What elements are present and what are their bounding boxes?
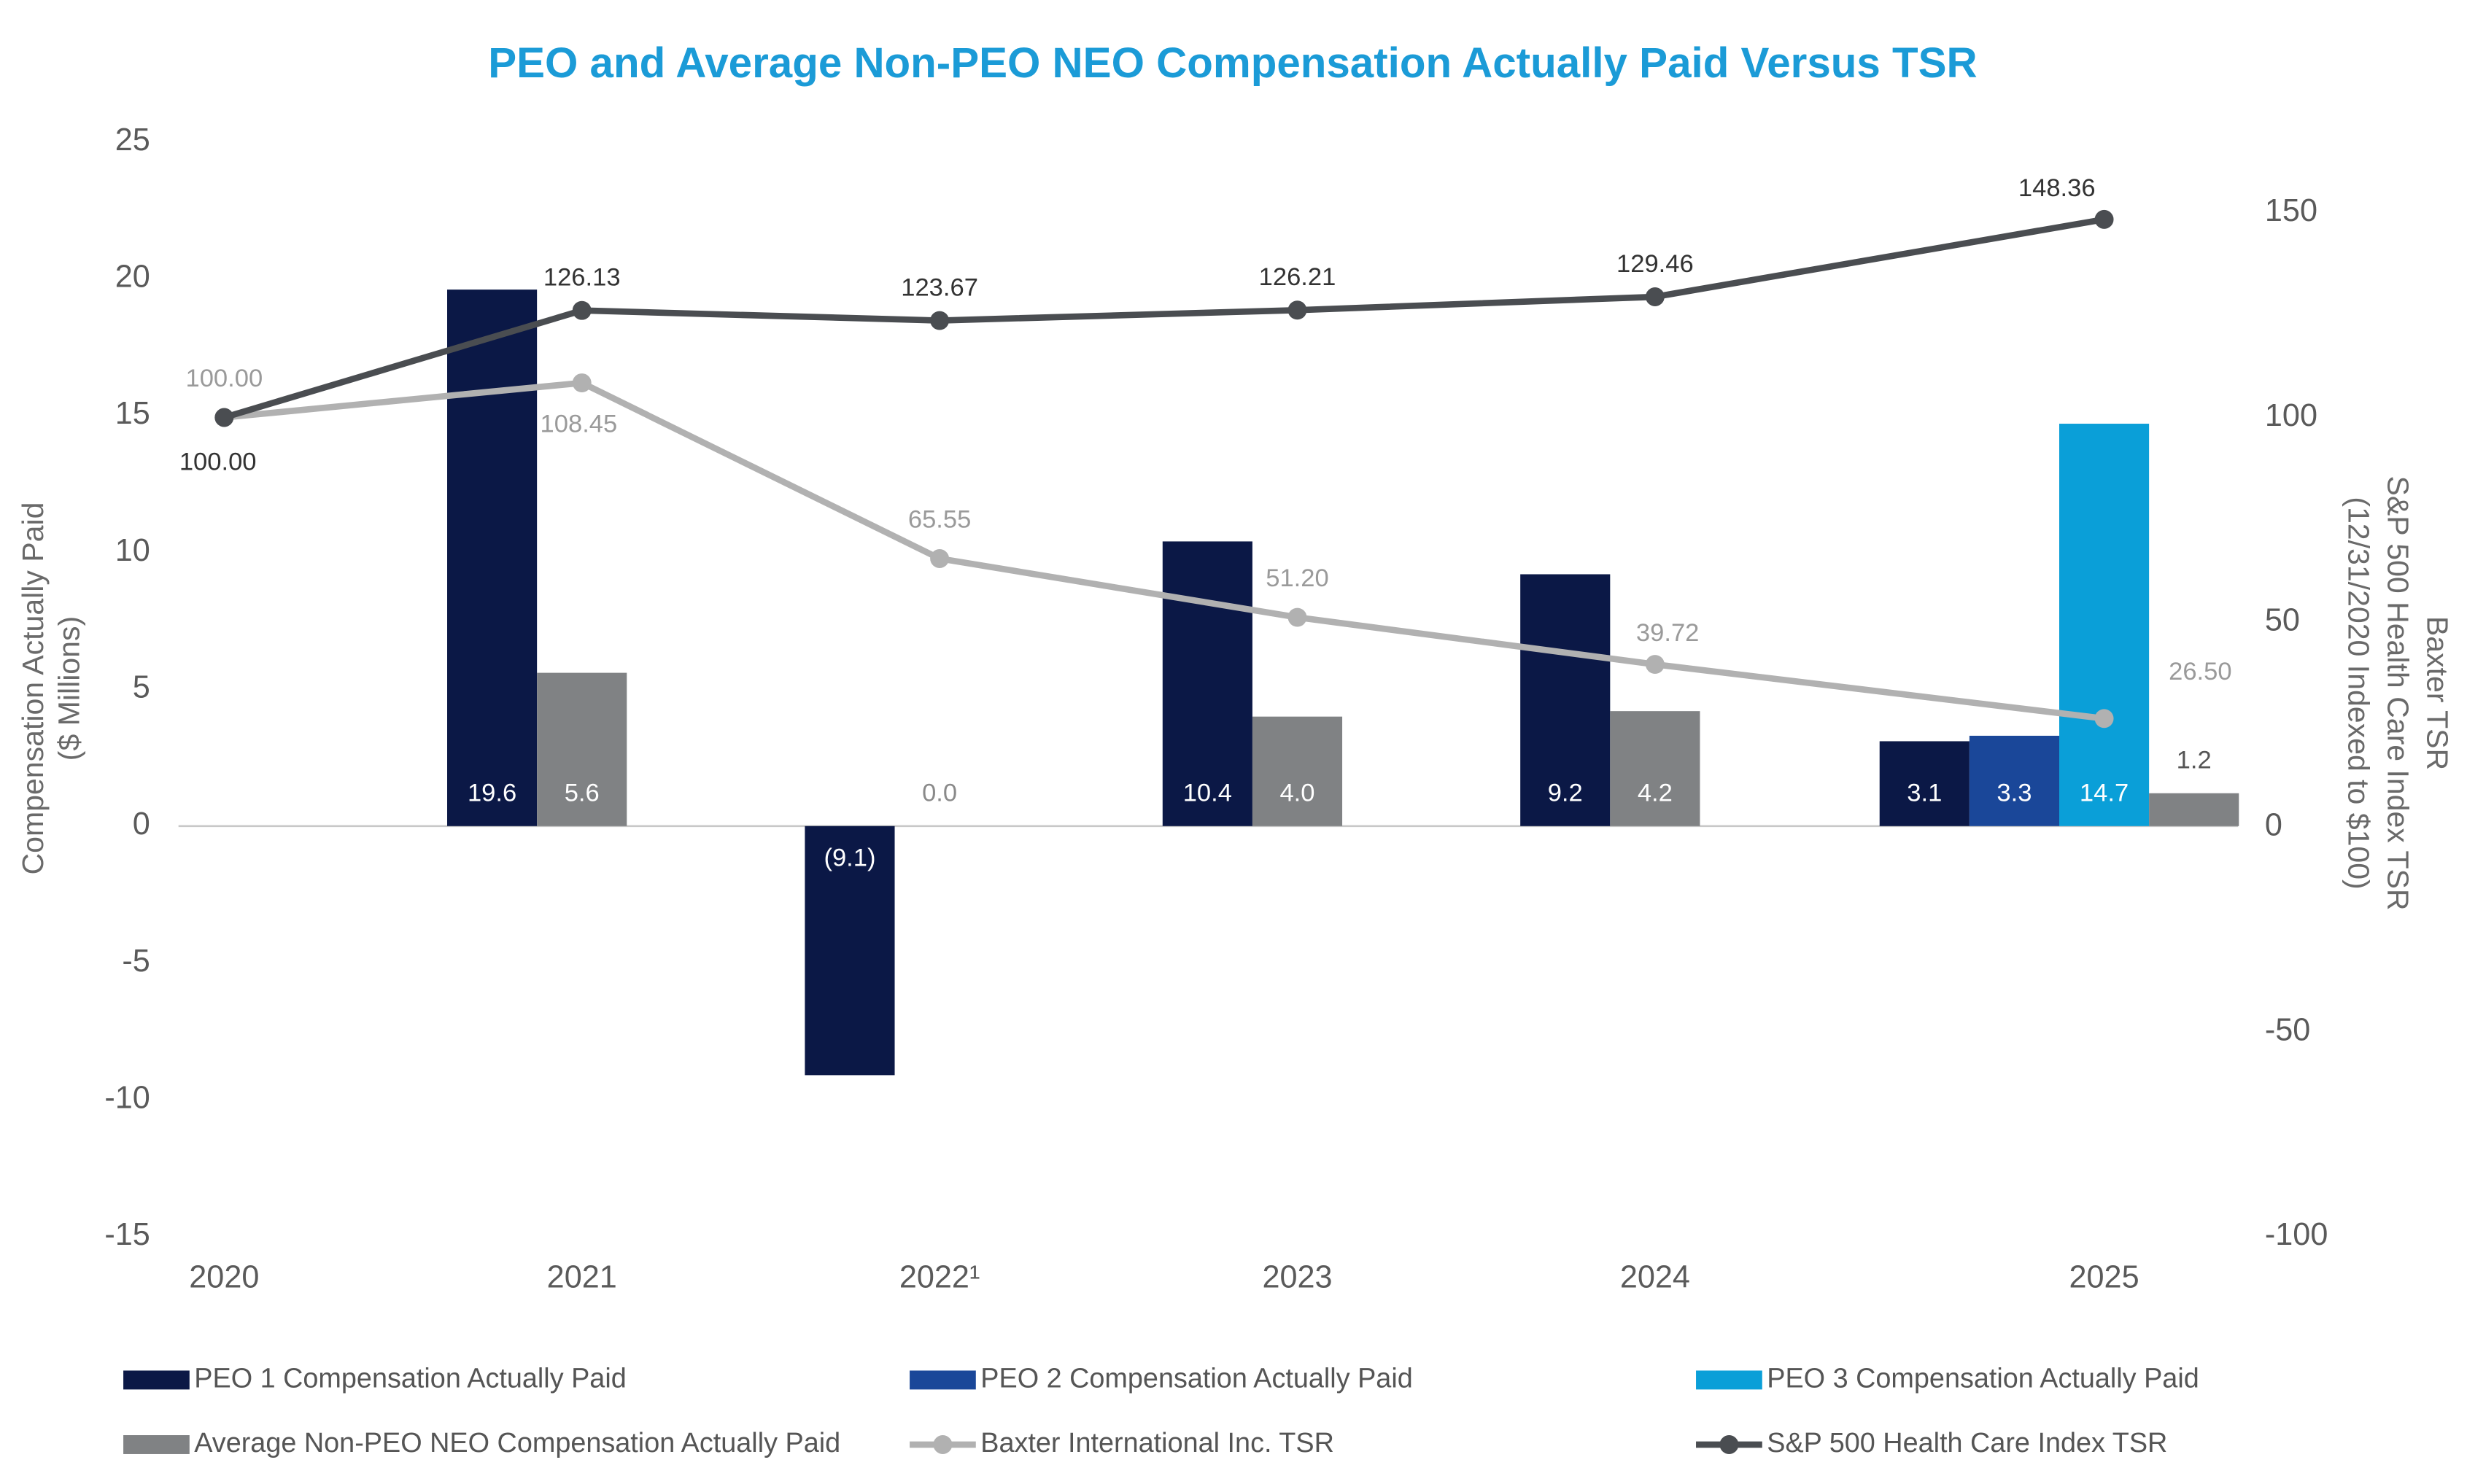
data-label: 5.6 <box>565 780 600 807</box>
line-marker <box>2094 209 2114 229</box>
data-label: 0.0 <box>922 780 957 807</box>
legend-swatch <box>123 1370 190 1390</box>
data-label: 126.13 <box>543 264 621 292</box>
y2-axis-title: Baxter TSR <box>2420 616 2454 770</box>
data-label: 19.6 <box>468 780 516 807</box>
data-label: 39.72 <box>1636 619 1699 647</box>
data-label: 4.2 <box>1638 780 1673 807</box>
data-label: 9.2 <box>1548 780 1583 807</box>
y2-tick-label: -100 <box>2265 1217 2328 1252</box>
bar <box>805 825 895 1076</box>
data-label: (9.1) <box>824 844 875 871</box>
legend-label: PEO 2 Compensation Actually Paid <box>980 1363 1412 1394</box>
legend-swatch <box>933 1435 953 1454</box>
x-tick-label: 2022¹ <box>899 1260 980 1295</box>
line-marker <box>572 300 592 320</box>
y-tick-label: 15 <box>115 396 150 431</box>
legend-label: PEO 3 Compensation Actually Paid <box>1767 1363 2199 1394</box>
y-tick-label: -15 <box>104 1217 150 1252</box>
line <box>223 216 2105 421</box>
bar <box>1162 541 1252 826</box>
y2-tick-label: 100 <box>2265 398 2317 433</box>
data-label: 10.4 <box>1183 780 1232 807</box>
data-label: 100.00 <box>185 365 263 392</box>
bar <box>1610 711 1700 826</box>
y2-axis-title: (12/31/2020 Indexed to $100) <box>2342 497 2375 889</box>
legend-swatch <box>1719 1435 1739 1454</box>
bar <box>1520 574 1611 826</box>
bar <box>1879 741 1970 826</box>
data-label: 4.0 <box>1279 780 1314 807</box>
y2-tick-label: -50 <box>2265 1012 2310 1047</box>
bar <box>2149 793 2239 826</box>
data-label: 1.2 <box>2177 747 2212 774</box>
data-label: 51.20 <box>1266 564 1328 592</box>
line-marker <box>2094 709 2114 729</box>
y2-tick-label: 50 <box>2265 603 2300 638</box>
data-label: 26.50 <box>2169 658 2231 685</box>
y2-tick-label: 0 <box>2265 808 2282 843</box>
y-tick-label: 25 <box>115 123 150 158</box>
line-marker <box>930 311 950 330</box>
legend-swatch <box>910 1370 976 1390</box>
y-tick-label: 0 <box>133 807 150 842</box>
legend-swatch <box>1696 1370 1762 1390</box>
line-marker <box>1287 300 1307 320</box>
y-tick-label: -5 <box>122 944 150 979</box>
legend-label: Baxter International Inc. TSR <box>980 1428 1334 1458</box>
data-label: 3.3 <box>1997 780 2032 807</box>
legend-label: PEO 1 Compensation Actually Paid <box>194 1363 626 1394</box>
line-marker <box>1287 607 1307 627</box>
y-axis-title: ($ Millions) <box>53 616 86 761</box>
line-marker <box>214 408 234 427</box>
bar <box>1969 735 2059 826</box>
data-label: 108.45 <box>541 410 618 438</box>
x-tick-label: 2024 <box>1620 1260 1690 1295</box>
data-label: 123.67 <box>901 273 978 301</box>
x-tick-label: 2020 <box>189 1260 259 1295</box>
x-tick-label: 2021 <box>547 1260 617 1295</box>
legend-swatch <box>123 1435 190 1454</box>
chart-title: PEO and Average Non-PEO NEO Compensation… <box>488 39 1977 87</box>
y-axis-title: Compensation Actually Paid <box>16 502 50 875</box>
y-tick-label: 20 <box>115 260 150 295</box>
data-label: 126.21 <box>1259 263 1336 291</box>
y2-tick-label: 150 <box>2265 193 2317 228</box>
x-tick-label: 2023 <box>1262 1260 1332 1295</box>
data-label: 65.55 <box>908 505 971 533</box>
data-label: 100.00 <box>179 448 257 475</box>
line-marker <box>1645 287 1665 306</box>
y-tick-label: 5 <box>133 670 150 705</box>
x-tick-label: 2025 <box>2069 1260 2139 1295</box>
line-marker <box>930 549 950 568</box>
data-label: 148.36 <box>2018 174 2096 202</box>
line-marker <box>1645 655 1665 675</box>
data-label: 14.7 <box>2080 780 2129 807</box>
line <box>223 379 2105 722</box>
bar <box>1252 716 1343 826</box>
legend-label: S&P 500 Health Care Index TSR <box>1767 1428 2167 1458</box>
bar <box>447 290 538 826</box>
data-label: 129.46 <box>1616 250 1694 278</box>
line-marker <box>572 373 592 392</box>
bar <box>537 672 627 826</box>
legend-label: Average Non-PEO NEO Compensation Actuall… <box>194 1428 840 1458</box>
y-tick-label: -10 <box>104 1081 150 1116</box>
data-label: 3.1 <box>1907 780 1942 807</box>
y-tick-label: 10 <box>115 533 150 568</box>
y2-axis-title: S&P 500 Health Care Index TSR <box>2381 475 2414 910</box>
bar <box>2059 424 2150 826</box>
